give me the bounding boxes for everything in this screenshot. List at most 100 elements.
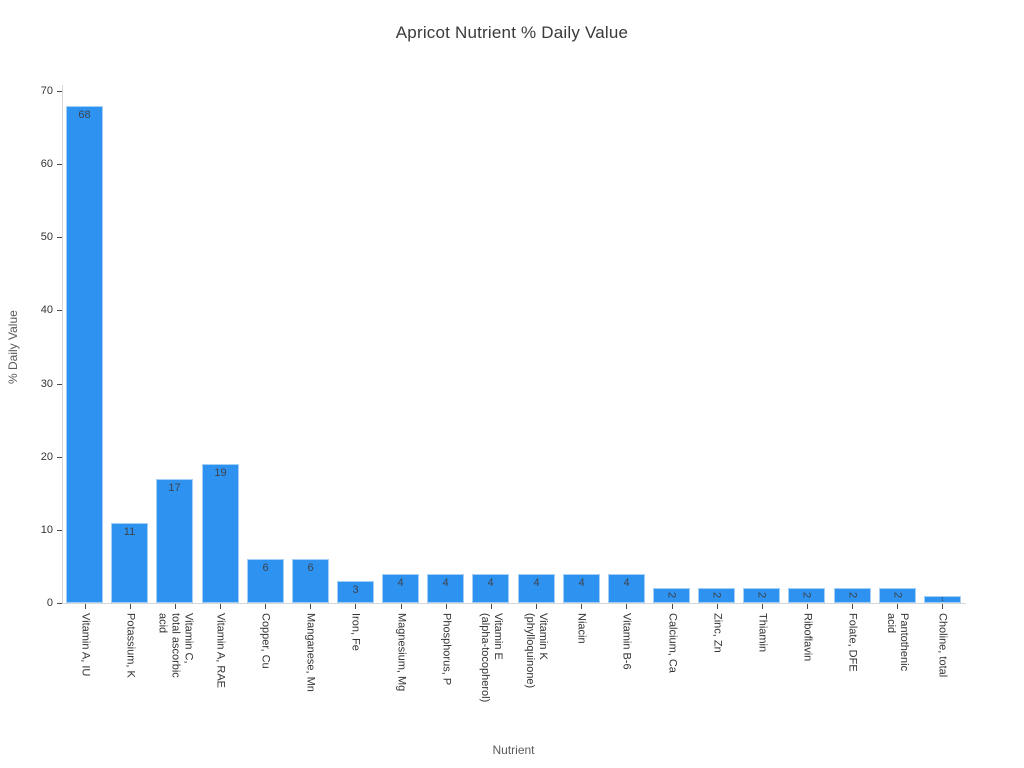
y-tick-mark xyxy=(57,384,62,385)
x-tick-mark xyxy=(265,604,266,609)
x-tick-mark xyxy=(491,604,492,609)
x-tick-label: Riboflavin xyxy=(801,613,814,662)
bar-value-label: 1 xyxy=(941,596,944,603)
bar-value-label: 17 xyxy=(168,482,181,494)
x-axis-line xyxy=(62,603,966,604)
bar-2 xyxy=(156,479,193,603)
x-tick-label: Thiamin xyxy=(756,613,769,653)
bar-6 xyxy=(337,581,374,603)
bar-value-text: 2 xyxy=(891,592,904,599)
bar-15 xyxy=(743,588,780,603)
bar-value-label: 2 xyxy=(879,588,916,603)
chart-title: Apricot Nutrient % Daily Value xyxy=(395,23,629,42)
x-tick-mark xyxy=(536,604,537,609)
y-tick-mark xyxy=(57,457,62,458)
bar-value-label: 2 xyxy=(698,588,735,603)
x-tick-label: Potassium, K xyxy=(124,613,137,678)
y-axis-line xyxy=(62,85,63,604)
bar-7 xyxy=(382,574,419,603)
bar-16 xyxy=(788,588,825,603)
bar-14 xyxy=(698,588,735,603)
x-tick-label: Folate, DFE xyxy=(846,613,859,672)
bar-12 xyxy=(608,574,645,603)
bar-3 xyxy=(202,464,239,603)
x-tick-mark xyxy=(942,604,943,609)
bar-18 xyxy=(879,588,916,603)
x-tick-mark xyxy=(401,604,402,609)
bar-value-label: 3 xyxy=(352,584,359,596)
bar-10 xyxy=(518,574,555,603)
x-tick-label: Choline, total xyxy=(936,613,949,678)
y-tick-mark xyxy=(57,603,62,604)
bar-value-label: 4 xyxy=(397,577,404,589)
y-tick-mark xyxy=(57,530,62,531)
x-tick-mark xyxy=(355,604,356,609)
bar-value-label: 11 xyxy=(123,526,136,538)
bar-value-label: 2 xyxy=(653,588,690,603)
bar-value-text: 2 xyxy=(665,592,678,599)
bar-value-label: 6 xyxy=(307,562,314,574)
x-tick-mark xyxy=(626,604,627,609)
bar-11 xyxy=(563,574,600,603)
bar-1 xyxy=(111,523,148,603)
bar-value-label: 4 xyxy=(578,577,585,589)
bar-value-text: 2 xyxy=(846,592,859,599)
bar-5 xyxy=(292,559,329,603)
x-tick-mark xyxy=(85,604,86,609)
x-tick-label: Manganese, Mn xyxy=(304,613,317,692)
y-tick-label: 10 xyxy=(40,524,53,536)
bar-value-label: 68 xyxy=(78,109,91,121)
bar-value-text: 2 xyxy=(800,592,813,599)
y-tick-label: 70 xyxy=(40,85,53,97)
x-tick-mark xyxy=(717,604,718,609)
plot-area: 68 11 17 19 6 6 3 4 4 4 4 4 4 2 2 2 2 2 2 1 xyxy=(62,85,965,603)
y-tick-label: 20 xyxy=(40,451,53,463)
x-tick-label: Pantothenic acid xyxy=(885,613,910,672)
bar-value-label: 4 xyxy=(623,577,630,589)
bar-4 xyxy=(247,559,284,603)
x-tick-mark xyxy=(807,604,808,609)
y-tick-mark xyxy=(57,237,62,238)
bar-8 xyxy=(427,574,464,603)
x-axis-title: Nutrient xyxy=(492,743,535,757)
y-tick-label: 50 xyxy=(40,231,53,243)
x-tick-label: Vitamin C, total ascorbic acid xyxy=(156,613,195,678)
y-tick-mark xyxy=(57,164,62,165)
x-tick-label: Vitamin A, IU xyxy=(79,613,92,677)
bar-value-label: 2 xyxy=(834,588,871,603)
x-tick-mark xyxy=(446,604,447,609)
y-tick-label: 0 xyxy=(46,597,53,609)
x-tick-label: Iron, Fe xyxy=(349,613,362,651)
bar-0 xyxy=(66,106,103,603)
x-tick-label: Zinc, Zn xyxy=(711,613,724,653)
x-tick-label: Vitamin K (phylloquinone) xyxy=(524,613,549,689)
x-tick-mark xyxy=(130,604,131,609)
y-tick-mark xyxy=(57,91,62,92)
x-tick-label: Copper, Cu xyxy=(259,613,272,669)
y-tick-label: 40 xyxy=(40,304,53,316)
bar-19 xyxy=(924,596,961,603)
bar-value-text: 2 xyxy=(710,592,723,599)
x-tick-mark xyxy=(175,604,176,609)
x-tick-label: Phosphorus, P xyxy=(440,613,453,686)
bar-value-text: 2 xyxy=(755,592,768,599)
bar-value-label: 2 xyxy=(788,588,825,603)
bar-value-label: 19 xyxy=(214,467,227,479)
y-tick-mark xyxy=(57,310,62,311)
x-tick-label: Vitamin A, RAE xyxy=(214,613,227,688)
x-tick-mark xyxy=(672,604,673,609)
x-tick-label: Calcium, Ca xyxy=(666,613,679,673)
x-tick-label: Vitamin E (alpha-tocopherol) xyxy=(479,613,504,703)
bar-value-label: 4 xyxy=(533,577,540,589)
bar-value-label: 4 xyxy=(442,577,449,589)
x-tick-label: Vitamin B-6 xyxy=(620,613,633,670)
bar-value-label: 6 xyxy=(262,562,269,574)
x-tick-mark xyxy=(581,604,582,609)
x-tick-mark xyxy=(897,604,898,609)
y-tick-label: 30 xyxy=(40,378,53,390)
x-tick-mark xyxy=(220,604,221,609)
y-tick-label: 60 xyxy=(40,158,53,170)
bar-value-label: 2 xyxy=(743,588,780,603)
bar-13 xyxy=(653,588,690,603)
